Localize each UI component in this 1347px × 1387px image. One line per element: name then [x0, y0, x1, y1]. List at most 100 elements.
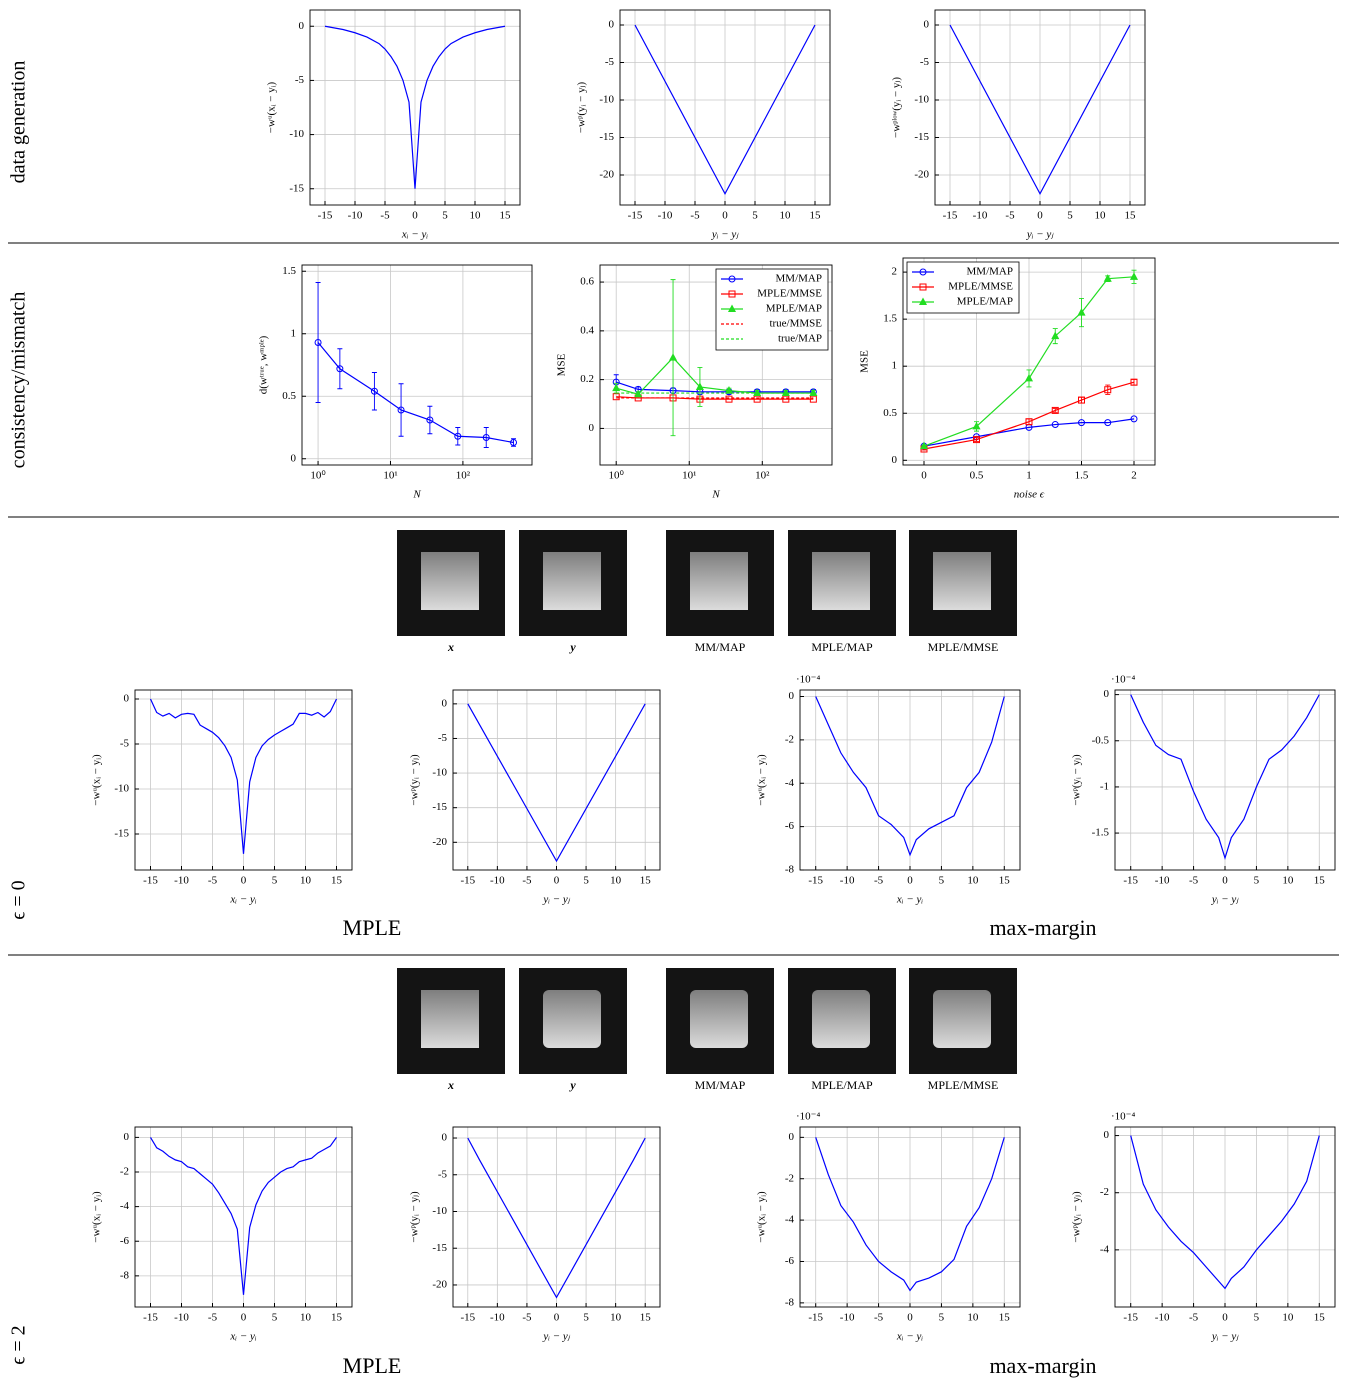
x-tick-label: -10	[973, 210, 988, 222]
y-tick-label: -8	[785, 1296, 795, 1308]
y-tick-label: -10	[289, 128, 304, 140]
x-tick-label: 15	[999, 875, 1011, 887]
image-square	[933, 990, 991, 1048]
image-caption: x	[447, 640, 454, 654]
x-axis-label: yᵢ − yⱼ	[542, 1331, 570, 1343]
x-tick-label: 0	[554, 875, 560, 887]
x-tick-label: 0	[907, 1312, 913, 1324]
y-tick-label: -1	[1100, 780, 1109, 792]
x-tick-label: 15	[999, 1312, 1011, 1324]
x-tick-label: -10	[1155, 1312, 1170, 1324]
y-tick-label: 0.6	[580, 276, 594, 288]
x-axis-label: yᵢ − yⱼ	[711, 229, 739, 241]
y-tick-label: -1.5	[1092, 827, 1110, 839]
y-tick-label: -5	[438, 1168, 448, 1180]
x-tick-label: -10	[348, 210, 363, 222]
y-tick-label: -10	[432, 1205, 447, 1217]
x-tick-label: -10	[490, 875, 505, 887]
x-tick-label: -10	[174, 875, 189, 887]
y-tick-label: 0	[124, 1131, 130, 1143]
x-axis-label: yᵢ − yⱼ	[1211, 1331, 1239, 1343]
y-axis-label: −wᵖ(yᵢ − yⱼ)	[1071, 1191, 1083, 1243]
y-tick-label: 1.5	[883, 313, 897, 325]
x-tick-label: 10	[470, 210, 482, 222]
x-tick-label: 5	[1254, 1312, 1260, 1324]
x-tick-label: 5	[752, 210, 758, 222]
y-tick-label: 0.5	[883, 407, 897, 419]
y-tick-label: 0	[789, 1131, 795, 1143]
x-axis-label: xᵢ − yᵢ	[896, 1331, 923, 1343]
y-axis-label: −wᵖ(yᵢ − yⱼ)	[409, 754, 421, 806]
x-tick-label: -15	[1123, 875, 1138, 887]
y-tick-label: -2	[785, 733, 794, 745]
y-tick-label: -2	[785, 1172, 794, 1184]
x-tick-label: 10	[967, 875, 979, 887]
image-caption: x	[447, 1078, 454, 1092]
figure: data generation consistency/mismatch ϵ =…	[0, 0, 1347, 1387]
image-square	[543, 990, 601, 1048]
y-tick-label: -5	[295, 74, 305, 86]
y-scale-label: ·10⁻⁴	[796, 1111, 820, 1123]
x-tick-label: 5	[442, 210, 448, 222]
y-tick-label: 0	[124, 693, 130, 705]
y-tick-label: 0.5	[282, 390, 296, 402]
image-caption: MPLE/MAP	[811, 1078, 873, 1092]
image-caption: y	[568, 640, 576, 654]
y-tick-label: -2	[1100, 1186, 1109, 1198]
y-axis-label: −wᵘ(xᵢ − yᵢ)	[91, 754, 103, 806]
x-tick-label: 15	[640, 1312, 652, 1324]
y-axis-label: −wᵖˡᵒʷ(yᵢ − yⱼ)	[891, 77, 903, 138]
y-tick-label: -20	[599, 169, 614, 181]
y-tick-label: 1.5	[282, 265, 296, 277]
y-tick-label: -4	[785, 777, 795, 789]
y-tick-label: -15	[289, 182, 304, 194]
x-tick-label: -15	[628, 210, 643, 222]
y-tick-label: -6	[120, 1235, 130, 1247]
x-tick-label: -5	[1005, 210, 1015, 222]
y-axis-label: MSE	[556, 353, 568, 376]
x-tick-label: -10	[174, 1312, 189, 1324]
image-caption: MPLE/MMSE	[928, 640, 999, 654]
y-scale-label: ·10⁻⁴	[1111, 674, 1135, 686]
x-tick-label: -15	[143, 1312, 158, 1324]
y-tick-label: -6	[785, 820, 795, 832]
image-square	[812, 990, 870, 1048]
x-tick-label: 0	[554, 1312, 560, 1324]
x-axis-label: yᵢ − yⱼ	[542, 894, 570, 906]
y-tick-label: 0	[924, 19, 930, 31]
x-tick-label: 0	[1222, 1312, 1228, 1324]
y-tick-label: -20	[432, 1278, 447, 1290]
x-tick-label: -10	[658, 210, 673, 222]
y-tick-label: -10	[599, 94, 614, 106]
image-caption: MM/MAP	[695, 640, 746, 654]
y-tick-label: 0	[442, 1132, 448, 1144]
x-tick-label: 10	[780, 210, 792, 222]
y-tick-label: -20	[914, 169, 929, 181]
x-tick-label: 5	[583, 875, 589, 887]
x-tick-label: 0	[722, 210, 728, 222]
y-tick-label: 0	[789, 690, 795, 702]
y-tick-label: 0.2	[580, 373, 594, 385]
y-axis-label: MSE	[859, 350, 871, 373]
y-tick-label: -0.5	[1092, 734, 1110, 746]
x-tick-label: -15	[318, 210, 333, 222]
x-tick-label: 10¹	[682, 470, 696, 482]
y-axis-label: d(wᵗʳᵘᵉ, wᵐᵖˡᵉ)	[258, 335, 270, 394]
x-axis-label: xᵢ − yᵢ	[229, 1331, 256, 1343]
method-label: max-margin	[989, 915, 1096, 940]
x-tick-label: 10²	[755, 470, 770, 482]
x-tick-label: 10²	[456, 470, 471, 482]
x-tick-label: -15	[460, 875, 475, 887]
x-tick-label: -10	[840, 1312, 855, 1324]
y-tick-label: -5	[920, 56, 930, 68]
method-label: max-margin	[989, 1353, 1096, 1378]
x-tick-label: 15	[331, 1312, 343, 1324]
x-axis-label: xᵢ − yᵢ	[229, 894, 256, 906]
x-tick-label: -5	[1189, 875, 1199, 887]
x-tick-label: 10	[967, 1312, 979, 1324]
y-tick-label: 0	[291, 452, 297, 464]
y-scale-label: ·10⁻⁴	[796, 674, 820, 686]
x-axis-label: N	[711, 489, 720, 501]
image-caption: MPLE/MAP	[811, 640, 873, 654]
x-tick-label: -5	[380, 210, 390, 222]
